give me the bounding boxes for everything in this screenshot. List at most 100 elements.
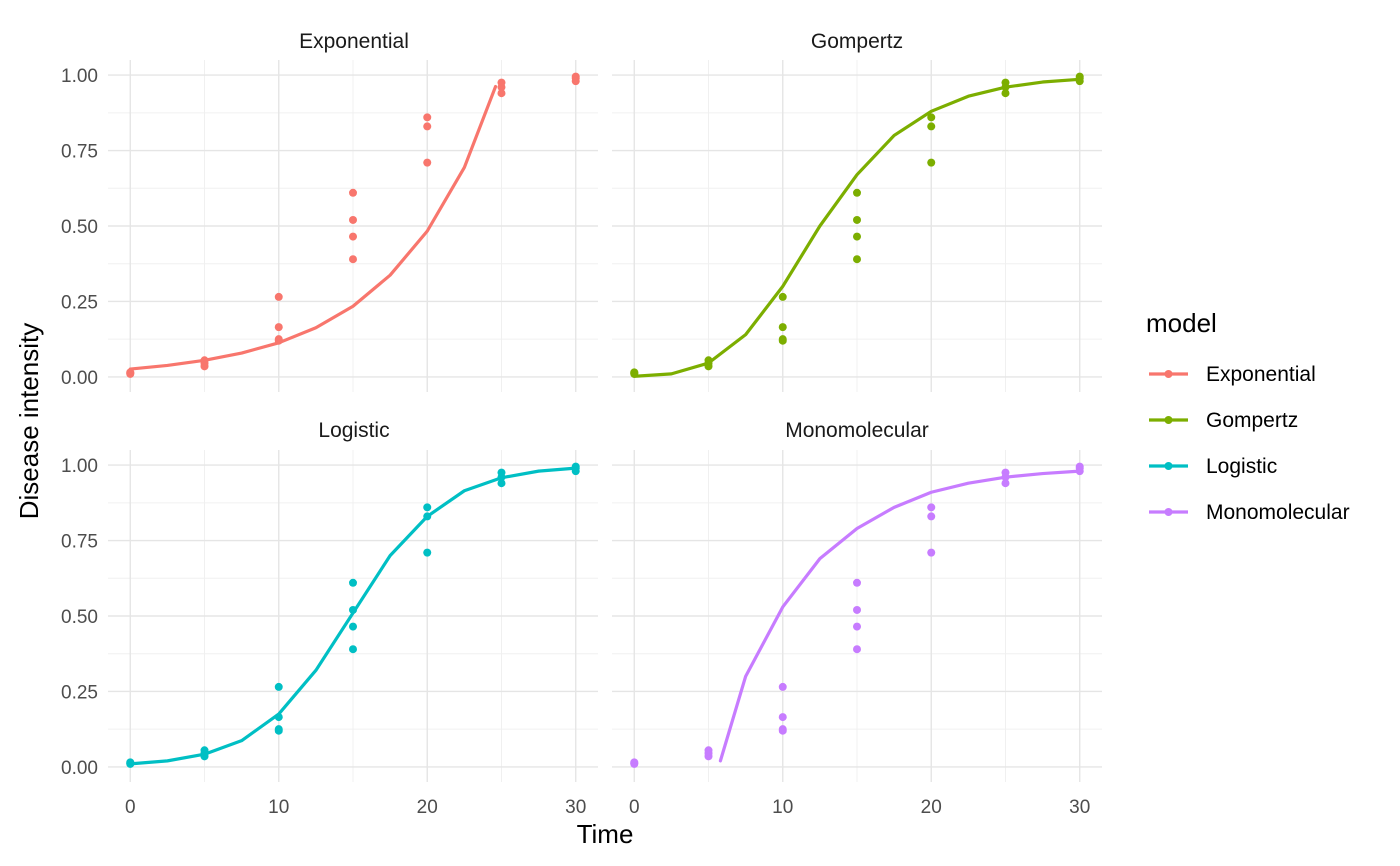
y-tick-label: 0.50 bbox=[61, 217, 98, 238]
x-axis-title: Time bbox=[577, 819, 634, 849]
y-tick-label: 0.50 bbox=[61, 607, 98, 628]
data-point bbox=[200, 746, 209, 755]
legend-label: Logistic bbox=[1206, 455, 1277, 478]
data-point bbox=[778, 682, 787, 691]
data-point bbox=[853, 255, 861, 264]
fit-curve bbox=[718, 469, 1082, 763]
data-point bbox=[423, 122, 432, 131]
y-tick-label: 0.00 bbox=[61, 368, 98, 389]
facet-strip-title: Monomolecular bbox=[785, 419, 929, 442]
legend-label: Exponential bbox=[1206, 363, 1316, 386]
data-point bbox=[1001, 78, 1010, 87]
data-point bbox=[274, 292, 283, 301]
data-point bbox=[349, 188, 357, 197]
data-point bbox=[1001, 89, 1010, 98]
data-point bbox=[630, 758, 639, 767]
legend-item: Gompertz bbox=[1149, 409, 1298, 432]
data-point bbox=[1001, 479, 1010, 488]
legend-label: Monomolecular bbox=[1206, 501, 1350, 524]
x-tick-label: 10 bbox=[772, 797, 793, 818]
data-point bbox=[853, 232, 861, 241]
data-point bbox=[571, 72, 580, 81]
legend-item: Exponential bbox=[1149, 363, 1316, 386]
data-point bbox=[200, 356, 209, 365]
x-tick-label: 0 bbox=[629, 797, 640, 818]
data-point bbox=[274, 335, 283, 344]
data-point bbox=[497, 479, 506, 488]
data-point bbox=[349, 255, 357, 264]
data-point bbox=[778, 335, 787, 344]
data-point bbox=[571, 462, 580, 471]
y-tick-label: 0.25 bbox=[61, 292, 98, 313]
data-point bbox=[704, 356, 713, 365]
data-point bbox=[423, 548, 432, 557]
fit-curve bbox=[128, 84, 498, 371]
data-point bbox=[497, 78, 506, 87]
legend-key-point bbox=[1164, 416, 1173, 424]
legend-key-point bbox=[1164, 508, 1173, 516]
data-point bbox=[704, 746, 713, 755]
x-tick-label: 0 bbox=[125, 797, 136, 818]
x-tick-label: 30 bbox=[565, 797, 586, 818]
data-point bbox=[853, 605, 861, 614]
y-tick-label: 0.00 bbox=[61, 758, 98, 779]
facet-strip-title: Gompertz bbox=[811, 30, 903, 53]
data-point bbox=[274, 725, 283, 734]
y-axis-title: Disease intensity bbox=[14, 323, 44, 520]
legend-key-point bbox=[1164, 462, 1173, 470]
legend-label: Gompertz bbox=[1206, 409, 1298, 432]
data-point bbox=[853, 215, 861, 224]
facet-strip-title: Exponential bbox=[299, 30, 409, 53]
data-point bbox=[274, 323, 283, 332]
legend: model Exponential Gompertz Logistic Monomole… bbox=[1146, 308, 1350, 524]
facet-strip-title: Logistic bbox=[318, 419, 389, 442]
data-point bbox=[927, 548, 936, 557]
data-point bbox=[853, 578, 861, 587]
data-point bbox=[927, 158, 936, 167]
data-point bbox=[778, 713, 787, 722]
data-point bbox=[853, 645, 861, 654]
y-tick-label: 1.00 bbox=[61, 456, 98, 477]
data-point bbox=[274, 713, 283, 722]
data-point bbox=[423, 512, 432, 521]
data-point bbox=[927, 122, 936, 131]
y-tick-label: 0.25 bbox=[61, 682, 98, 703]
data-point bbox=[778, 725, 787, 734]
data-point bbox=[126, 368, 135, 377]
data-point bbox=[423, 158, 432, 167]
data-point bbox=[927, 512, 936, 521]
data-point bbox=[927, 503, 936, 512]
data-point bbox=[497, 468, 506, 477]
x-tick-label: 10 bbox=[268, 797, 289, 818]
y-tick-label: 0.75 bbox=[61, 142, 98, 163]
data-point bbox=[423, 503, 432, 512]
data-point bbox=[349, 622, 357, 631]
data-point bbox=[349, 215, 357, 224]
data-point bbox=[349, 645, 357, 654]
legend-item: Logistic bbox=[1149, 455, 1277, 478]
data-point bbox=[349, 578, 357, 587]
facet-panel-gompertz: Gompertz bbox=[612, 30, 1102, 392]
facet-panel-logistic: Logistic 0.00 0.25 0.50 0.75 1.00 0 10 20 30 bbox=[61, 419, 598, 818]
facet-panel-exponential: Exponential 0.00 0.25 0.50 0.75 1.00 bbox=[61, 30, 598, 392]
data-point bbox=[349, 232, 357, 241]
data-point bbox=[1001, 468, 1010, 477]
data-point bbox=[778, 292, 787, 301]
data-point bbox=[778, 323, 787, 332]
data-point bbox=[927, 113, 936, 122]
y-tick-label: 0.75 bbox=[61, 532, 98, 553]
data-point bbox=[497, 89, 506, 98]
facet-panel-monomolecular: Monomolecular 0 10 20 30 bbox=[612, 419, 1102, 818]
data-point bbox=[1075, 72, 1084, 81]
x-tick-label: 20 bbox=[921, 797, 942, 818]
legend-key-point bbox=[1164, 370, 1173, 378]
data-point bbox=[630, 368, 639, 377]
data-point bbox=[423, 113, 432, 122]
data-point bbox=[349, 605, 357, 614]
data-point bbox=[1075, 462, 1084, 471]
legend-item: Monomolecular bbox=[1149, 501, 1350, 524]
data-point bbox=[274, 682, 283, 691]
data-point bbox=[126, 758, 135, 767]
